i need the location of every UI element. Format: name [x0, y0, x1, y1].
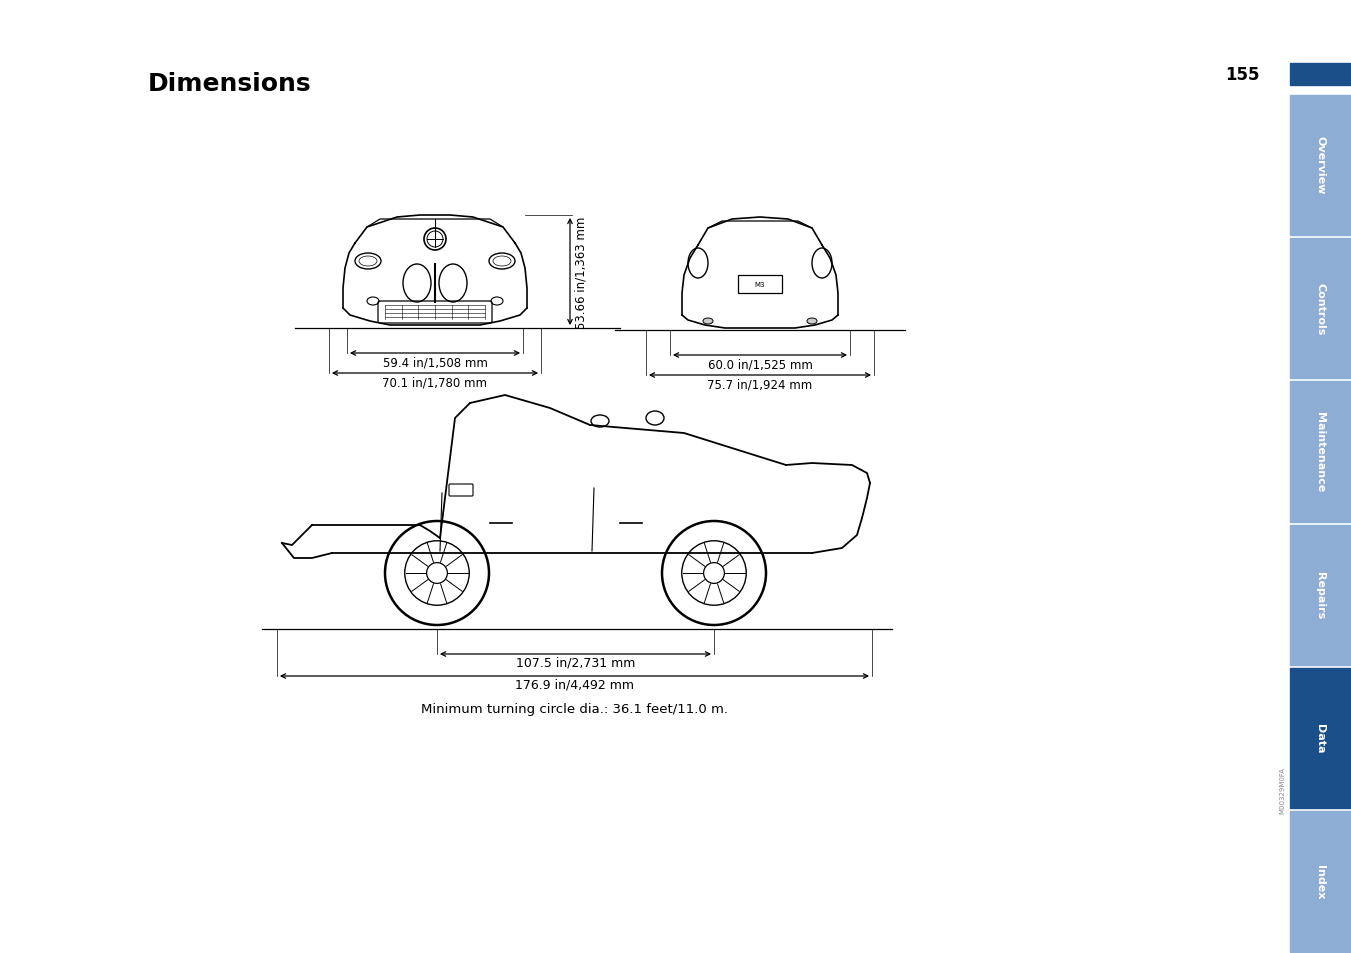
Text: Overview: Overview [1316, 136, 1325, 194]
Text: 155: 155 [1225, 66, 1260, 84]
Bar [1290, 811, 1351, 951]
Text: M00329M0FA: M00329M0FA [1279, 766, 1285, 813]
Text: 59.4 in/1,508 mm: 59.4 in/1,508 mm [382, 355, 488, 369]
Bar [1290, 525, 1351, 665]
Text: Repairs: Repairs [1316, 572, 1325, 618]
Text: 60.0 in/1,525 mm: 60.0 in/1,525 mm [708, 357, 812, 371]
Text: Minimum turning circle dia.: 36.1 feet/11.0 m.: Minimum turning circle dia.: 36.1 feet/1… [422, 702, 728, 716]
Text: 75.7 in/1,924 mm: 75.7 in/1,924 mm [708, 377, 812, 391]
Bar [1290, 64, 1351, 86]
Text: Controls: Controls [1316, 282, 1325, 335]
Text: 70.1 in/1,780 mm: 70.1 in/1,780 mm [382, 375, 488, 389]
Ellipse shape [703, 318, 713, 325]
Ellipse shape [807, 318, 817, 325]
Text: 53.66 in/1,363 mm: 53.66 in/1,363 mm [576, 216, 588, 329]
Text: Maintenance: Maintenance [1316, 412, 1325, 492]
Text: 107.5 in/2,731 mm: 107.5 in/2,731 mm [516, 657, 635, 669]
Text: Data: Data [1316, 723, 1325, 753]
Text: 176.9 in/4,492 mm: 176.9 in/4,492 mm [515, 679, 634, 691]
Text: Dimensions: Dimensions [149, 71, 312, 96]
Text: M3: M3 [755, 282, 765, 288]
Bar [1290, 238, 1351, 378]
Bar [738, 275, 782, 294]
Text: Index: Index [1316, 864, 1325, 899]
Bar [1290, 668, 1351, 808]
Bar [1290, 382, 1351, 522]
Bar [1290, 95, 1351, 235]
